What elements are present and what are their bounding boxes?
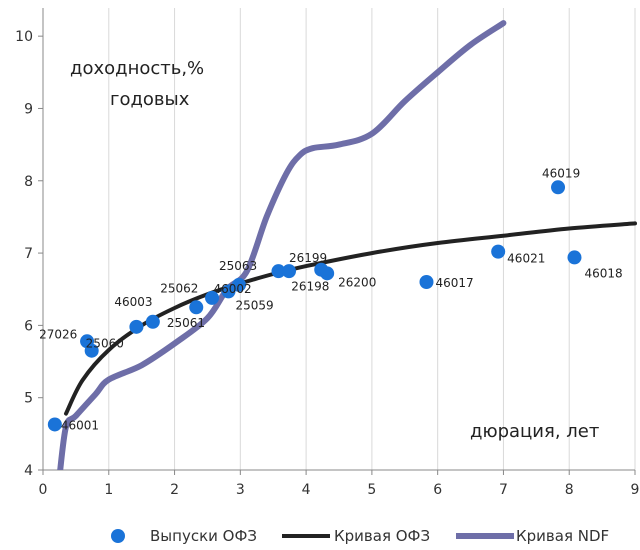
scatter-point-25059 — [221, 284, 236, 299]
point-label-46017: 46017 — [435, 276, 473, 290]
y-axis-title-line2: годовых — [110, 89, 190, 110]
point-label-46019: 46019 — [542, 166, 580, 180]
x-tick-label-6: 6 — [433, 482, 442, 498]
y-tick-label-10: 10 — [15, 29, 33, 45]
legend-label-ndf-curve: Кривая NDF — [516, 527, 609, 545]
series-line-ofz-curve — [64, 221, 637, 416]
axes — [38, 8, 636, 475]
point-label-27026: 27026 — [39, 327, 77, 341]
point-label-25059: 25059 — [235, 298, 273, 312]
x-axis-title: дюрация, лет — [470, 421, 599, 442]
point-label-46021: 46021 — [507, 252, 545, 266]
scatter-point-46019 — [551, 180, 566, 195]
point-label-46001: 46001 — [61, 418, 99, 432]
legend: Выпуски ОФЗ Кривая ОФЗ Кривая NDF — [111, 527, 609, 545]
y-tick-label-7: 7 — [24, 246, 33, 262]
scatter-point-46021 — [491, 244, 506, 259]
x-tick-label-4: 4 — [302, 482, 311, 498]
x-tick-label-9: 9 — [631, 482, 640, 498]
x-tick-label-7: 7 — [499, 482, 508, 498]
point-label-25063: 25063 — [219, 259, 257, 273]
scatter-point-26199 — [282, 264, 297, 279]
scatter-point-25063 — [232, 277, 247, 292]
legend-label-ofz-issues: Выпуски ОФЗ — [150, 527, 257, 545]
point-label-25062: 25062 — [160, 281, 198, 295]
legend-label-ofz-curve: Кривая ОФЗ — [334, 527, 430, 545]
y-tick-label-8: 8 — [24, 174, 33, 190]
point-label-25060: 25060 — [86, 337, 124, 351]
scatter-point-25062 — [189, 300, 204, 315]
y-axis-title-line1: доходность,% — [70, 58, 204, 79]
scatter-point-6 — [205, 290, 220, 305]
y-tick-label-5: 5 — [24, 391, 33, 407]
y-tick-label-9: 9 — [24, 101, 33, 117]
gridlines — [108, 8, 636, 470]
scatter-point-25060 — [84, 343, 99, 358]
annotations: доходность,% годовых дюрация, лет — [70, 58, 599, 442]
x-tick-label-3: 3 — [236, 482, 245, 498]
point-label-26199: 26199 — [289, 251, 327, 265]
scatter-point-46017 — [419, 275, 434, 289]
scatter-point-46001 — [47, 417, 62, 432]
scatter-point-46018 — [567, 250, 582, 265]
point-label-46003: 46003 — [114, 295, 152, 309]
scatter-points: 46001 27026 25060 46003 25061 25062 25059 25063… — [39, 166, 623, 432]
y-tick-label-4: 4 — [24, 463, 33, 479]
tick-labels: 4 5 6 7 8 9 10 0 1 2 3 4 5 6 7 8 9 — [15, 29, 639, 498]
x-tick-label-8: 8 — [565, 482, 574, 498]
point-label-46002: 46002 — [213, 282, 251, 296]
scatter-point-46003 — [129, 319, 144, 334]
point-label-26200: 26200 — [338, 275, 376, 289]
point-label-25061: 25061 — [167, 316, 205, 330]
series-lines — [57, 20, 637, 470]
point-label-26198: 26198 — [291, 280, 329, 294]
scatter-point-25061 — [145, 314, 160, 329]
x-tick-label-0: 0 — [39, 482, 48, 498]
x-tick-label-1: 1 — [104, 482, 113, 498]
y-tick-label-6: 6 — [24, 318, 33, 334]
series-line-ndf-curve — [57, 20, 507, 470]
scatter-point-46002 — [271, 264, 286, 279]
x-tick-label-2: 2 — [170, 482, 179, 498]
legend-marker-ofz-issues — [111, 529, 125, 543]
scatter-point-26200 — [320, 266, 335, 281]
x-tick-label-5: 5 — [367, 482, 376, 498]
point-label-46018: 46018 — [584, 266, 622, 280]
